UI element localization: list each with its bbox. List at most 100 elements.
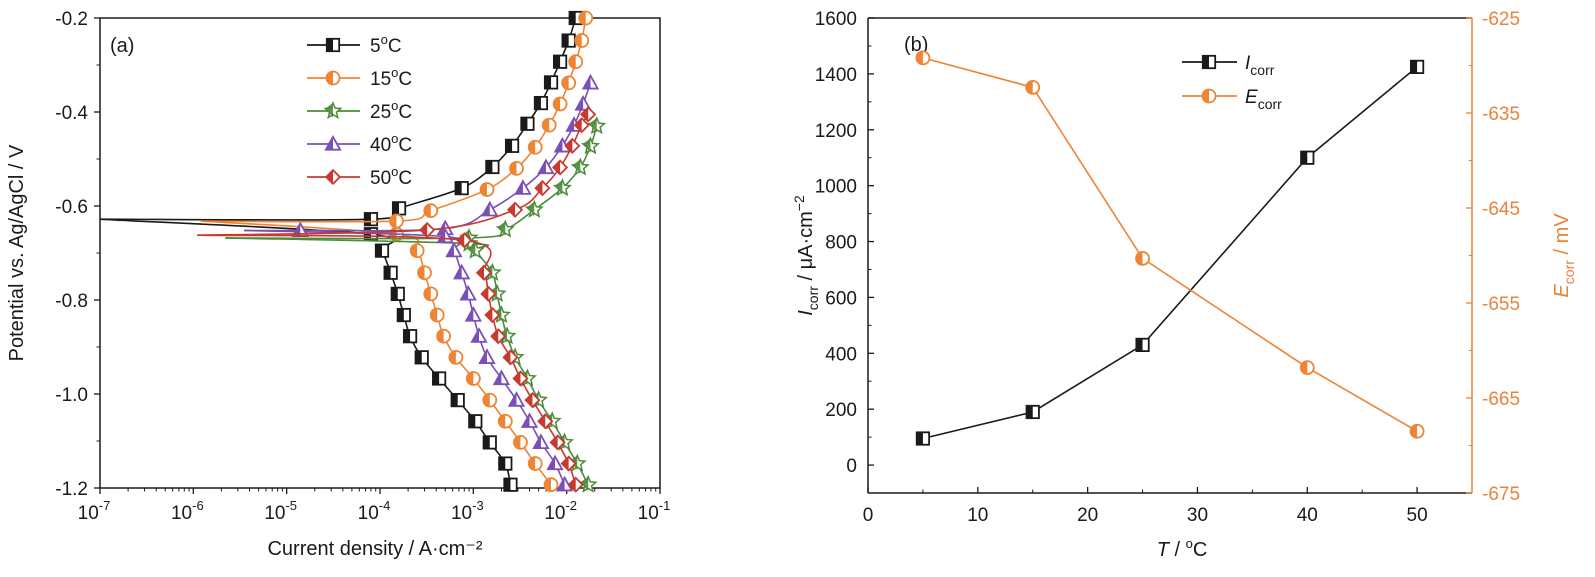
marker-fill: [504, 478, 511, 491]
tick-base: 10: [171, 503, 192, 524]
marker-fill: [589, 118, 597, 133]
data-point: [475, 264, 493, 281]
data-point: [552, 96, 568, 112]
data-point: [478, 348, 496, 364]
marker-fill: [446, 243, 454, 257]
data-point: [465, 371, 481, 386]
marker-fill: [420, 223, 428, 237]
data-point: [436, 328, 451, 344]
legend-symbol: I: [1245, 53, 1251, 74]
marker-fill: [525, 393, 533, 407]
marker-fill: [562, 34, 569, 47]
label-symbol: E: [1551, 284, 1573, 298]
marker-fill: [482, 202, 490, 216]
legend-degree: o: [391, 98, 398, 113]
label-subscript: corr: [1561, 260, 1577, 284]
data-point: [555, 475, 574, 492]
y-right-tick-label-b: -675: [1482, 484, 1520, 505]
data-point: [567, 476, 584, 493]
y-tick-label-a: -0.8: [55, 291, 88, 312]
y-right-tick-label-b: -655: [1482, 294, 1520, 315]
marker-fill: [557, 477, 565, 491]
marker-fill: [293, 223, 301, 237]
series-b-1: [915, 50, 1425, 439]
marker-fill: [326, 71, 333, 85]
data-point: [484, 306, 501, 324]
marker-fill: [325, 136, 333, 150]
data-point: [574, 33, 590, 48]
marker-fill: [418, 266, 425, 280]
marker-fill: [391, 287, 398, 301]
marker-fill: [483, 436, 490, 449]
marker-fill: [499, 457, 506, 470]
data-point: [390, 286, 405, 301]
legend-degree: o: [381, 32, 388, 47]
legend-label: 40oC: [370, 131, 412, 156]
data-point: [482, 392, 498, 408]
data-point: [561, 33, 576, 48]
data-point: [470, 327, 488, 343]
series-a-4: [197, 106, 597, 493]
y-left-axis-label-b: Icorr / μA·cm−2: [791, 195, 821, 316]
x-tick-label-b: 10: [967, 505, 988, 526]
marker-fill: [522, 414, 530, 427]
data-point: [414, 350, 429, 365]
x-tick-label-a: 10-1: [638, 498, 671, 524]
x-tick-label-a: 10-6: [171, 498, 204, 524]
y-left-tick-label-b: 200: [825, 400, 857, 421]
x-tick-label-b: 30: [1187, 505, 1208, 526]
data-point: [514, 179, 532, 195]
data-point: [465, 240, 485, 259]
data-point: [485, 159, 500, 175]
data-point: [537, 158, 555, 175]
marker-fill: [494, 371, 502, 385]
legend-marker: [323, 100, 343, 120]
marker-fill: [547, 456, 556, 470]
legend-symbol: E: [1245, 87, 1258, 108]
data-point: [383, 265, 398, 280]
marker-fill: [575, 96, 584, 110]
data-point: [527, 139, 543, 155]
data-point: [532, 433, 550, 450]
marker-fill: [553, 55, 561, 68]
legend-unit: C: [398, 168, 412, 189]
y-left-tick-label-b: 1400: [815, 65, 857, 86]
marker-fill: [384, 266, 391, 279]
data-point: [363, 212, 379, 227]
data-point: [1299, 360, 1315, 376]
legend-degree: o: [391, 164, 398, 179]
data-point: [450, 393, 465, 408]
marker-fill: [485, 308, 493, 322]
marker-fill: [569, 11, 576, 25]
legend-marker: [324, 135, 342, 151]
data-point: [527, 456, 543, 471]
x-tick-label-b: 40: [1297, 505, 1318, 526]
marker-fill: [454, 265, 462, 279]
data-point: [534, 180, 551, 197]
marker-fill: [486, 160, 493, 174]
data-point: [524, 199, 544, 218]
marker-fill: [565, 139, 573, 153]
marker-fill: [389, 214, 397, 228]
tick-base: 10: [451, 503, 472, 524]
data-point: [915, 50, 931, 66]
label-subscript: corr: [805, 286, 821, 310]
marker-fill: [513, 371, 521, 386]
y-right-tick-label-b: -635: [1482, 104, 1520, 125]
marker-fill: [471, 329, 479, 342]
data-point: [389, 213, 404, 229]
marker-fill: [364, 228, 371, 241]
data-point: [495, 219, 515, 238]
tick-exponent: -3: [472, 498, 484, 513]
marker-fill: [397, 308, 404, 322]
data-point: [541, 117, 557, 133]
marker-fill: [581, 107, 589, 122]
y-tick-label-a: -1.0: [55, 385, 88, 406]
marker-fill: [483, 393, 490, 407]
data-point: [573, 117, 590, 134]
marker-fill: [325, 102, 333, 118]
marker-fill: [535, 181, 543, 195]
data-point: [564, 137, 581, 154]
y-axis-label-a: Potential vs. Ag/AgCl / V: [6, 144, 28, 361]
legend-subscript: corr: [1258, 96, 1282, 112]
